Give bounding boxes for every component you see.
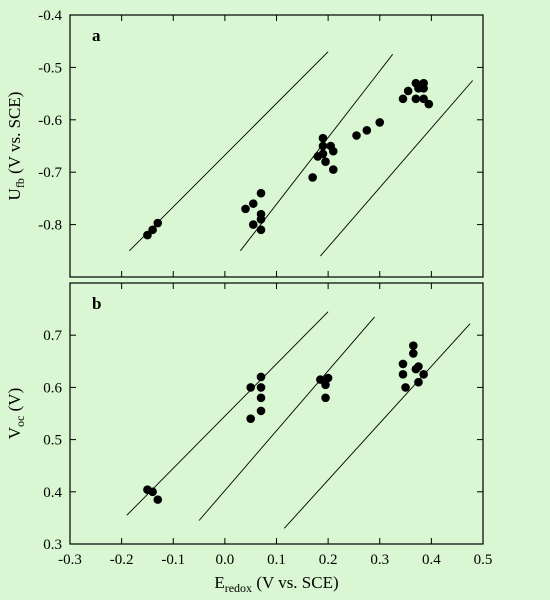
data-point <box>246 383 255 392</box>
data-point <box>321 380 330 390</box>
y-tick-label: 0.3 <box>43 537 62 553</box>
data-point <box>308 173 317 182</box>
data-point <box>321 393 330 403</box>
panel-label: b <box>92 294 101 313</box>
data-point <box>248 199 258 208</box>
y-tick-label: -0.6 <box>38 113 62 129</box>
x-tick-label: -0.3 <box>58 552 82 568</box>
x-tick-label: 0.5 <box>474 552 493 568</box>
guide-line <box>198 316 375 521</box>
data-point <box>328 165 338 174</box>
data-point <box>375 118 385 127</box>
y-tick-label: 0.6 <box>43 380 62 396</box>
data-point <box>352 131 361 140</box>
data-point <box>143 230 152 240</box>
data-point <box>256 372 266 382</box>
plot-frame <box>69 14 484 278</box>
panel-a: a -0.4 -0.5 -0.6 -0.7 -0.8 Ufb (V vs. SCE) <box>5 8 484 278</box>
data-point <box>316 375 325 384</box>
data-point <box>241 204 250 214</box>
data-point <box>362 125 372 135</box>
plot-frame <box>69 282 484 545</box>
y-tick-label: -0.5 <box>38 60 62 76</box>
data-point <box>256 225 266 235</box>
data-point <box>414 362 423 371</box>
data-point <box>256 393 266 403</box>
x-tick-label: 0.2 <box>319 552 338 568</box>
y-tick-label: -0.4 <box>38 8 62 24</box>
guide-line <box>283 323 471 529</box>
data-point <box>256 188 266 198</box>
guide-line <box>126 311 329 516</box>
y-axis-title: Ufb (V vs. SCE) <box>5 92 27 201</box>
data-point <box>148 487 157 497</box>
y-tick-label: 0.4 <box>43 485 62 501</box>
x-tick-label: 0.0 <box>216 552 235 568</box>
data-point <box>318 149 328 159</box>
data-point <box>398 94 408 104</box>
y-tick-label: 0.5 <box>43 433 62 449</box>
data-point <box>424 99 434 109</box>
data-point <box>409 341 418 350</box>
data-point <box>419 94 428 104</box>
guide-line <box>129 51 329 252</box>
data-point <box>411 94 421 104</box>
data-point <box>323 373 333 383</box>
x-tick-label: 0.1 <box>267 552 286 568</box>
x-axis-title: Eredox (V vs. SCE) <box>214 573 338 595</box>
y-tick-label: -0.8 <box>38 218 62 234</box>
y-tick-label: -0.7 <box>38 165 62 181</box>
data-point <box>398 370 408 379</box>
data-point <box>246 414 255 424</box>
data-point <box>153 495 163 504</box>
data-point <box>403 86 413 96</box>
data-point <box>148 225 157 235</box>
x-tick-label: 0.3 <box>370 552 389 568</box>
data-point <box>414 377 423 387</box>
guide-line <box>320 80 474 257</box>
data-point <box>398 359 408 369</box>
y-tick-label: 0.7 <box>43 328 62 344</box>
data-point <box>409 349 418 358</box>
data-point <box>318 141 328 151</box>
data-point <box>248 220 258 229</box>
data-point <box>153 218 163 228</box>
data-point <box>419 84 428 93</box>
data-point <box>256 215 266 224</box>
data-point <box>318 133 328 143</box>
x-tick-label: 0.4 <box>422 552 441 568</box>
x-tick-label: -0.1 <box>161 552 185 568</box>
data-point <box>419 370 428 379</box>
panel-label: a <box>92 26 101 45</box>
data-point <box>256 383 266 392</box>
data-point <box>401 383 410 392</box>
panel-b: b0.70.60.50.40.3-0.3 -0.2 -0.1 0.0 0.1 0.2 0.3… <box>5 282 493 595</box>
data-point <box>256 406 266 416</box>
y-axis-title: Voc (V) <box>5 388 27 439</box>
data-point <box>328 146 338 156</box>
data-point <box>321 157 330 167</box>
x-tick-label: -0.2 <box>110 552 134 568</box>
